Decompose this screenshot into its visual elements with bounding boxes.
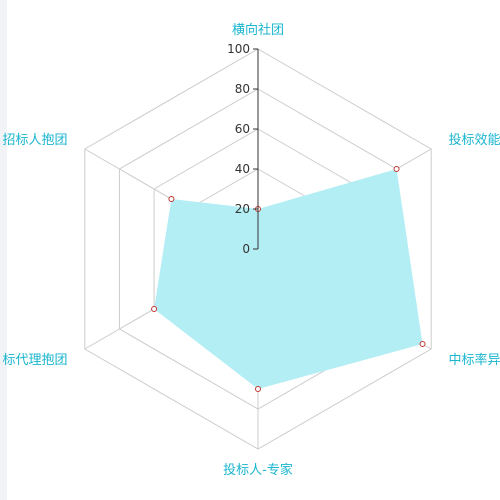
tick-label: 80: [235, 82, 250, 96]
data-point: [168, 196, 175, 202]
data-point: [151, 306, 158, 312]
tick-label: 0: [242, 242, 250, 256]
tick-label: 20: [235, 202, 250, 216]
indicator-label: 招标人抱团: [2, 132, 67, 148]
radar-series-area: [154, 169, 423, 389]
data-point: [393, 166, 400, 172]
indicator-label: 横向社团: [232, 22, 284, 38]
radial-axis: 0 20 40 60 80 100: [227, 42, 259, 256]
tick-label: 40: [235, 162, 250, 176]
left-scroll-rail: [0, 0, 7, 500]
indicator-label: 投标效能: [449, 132, 500, 148]
indicator-label: 标代理抱团: [2, 352, 67, 368]
indicator-label: 中标率异: [449, 352, 500, 368]
tick-label: 60: [235, 122, 250, 136]
data-point: [419, 341, 426, 347]
tick-label: 100: [227, 42, 250, 56]
data-point: [255, 386, 261, 392]
indicator-label: 投标人-专家: [223, 462, 293, 478]
